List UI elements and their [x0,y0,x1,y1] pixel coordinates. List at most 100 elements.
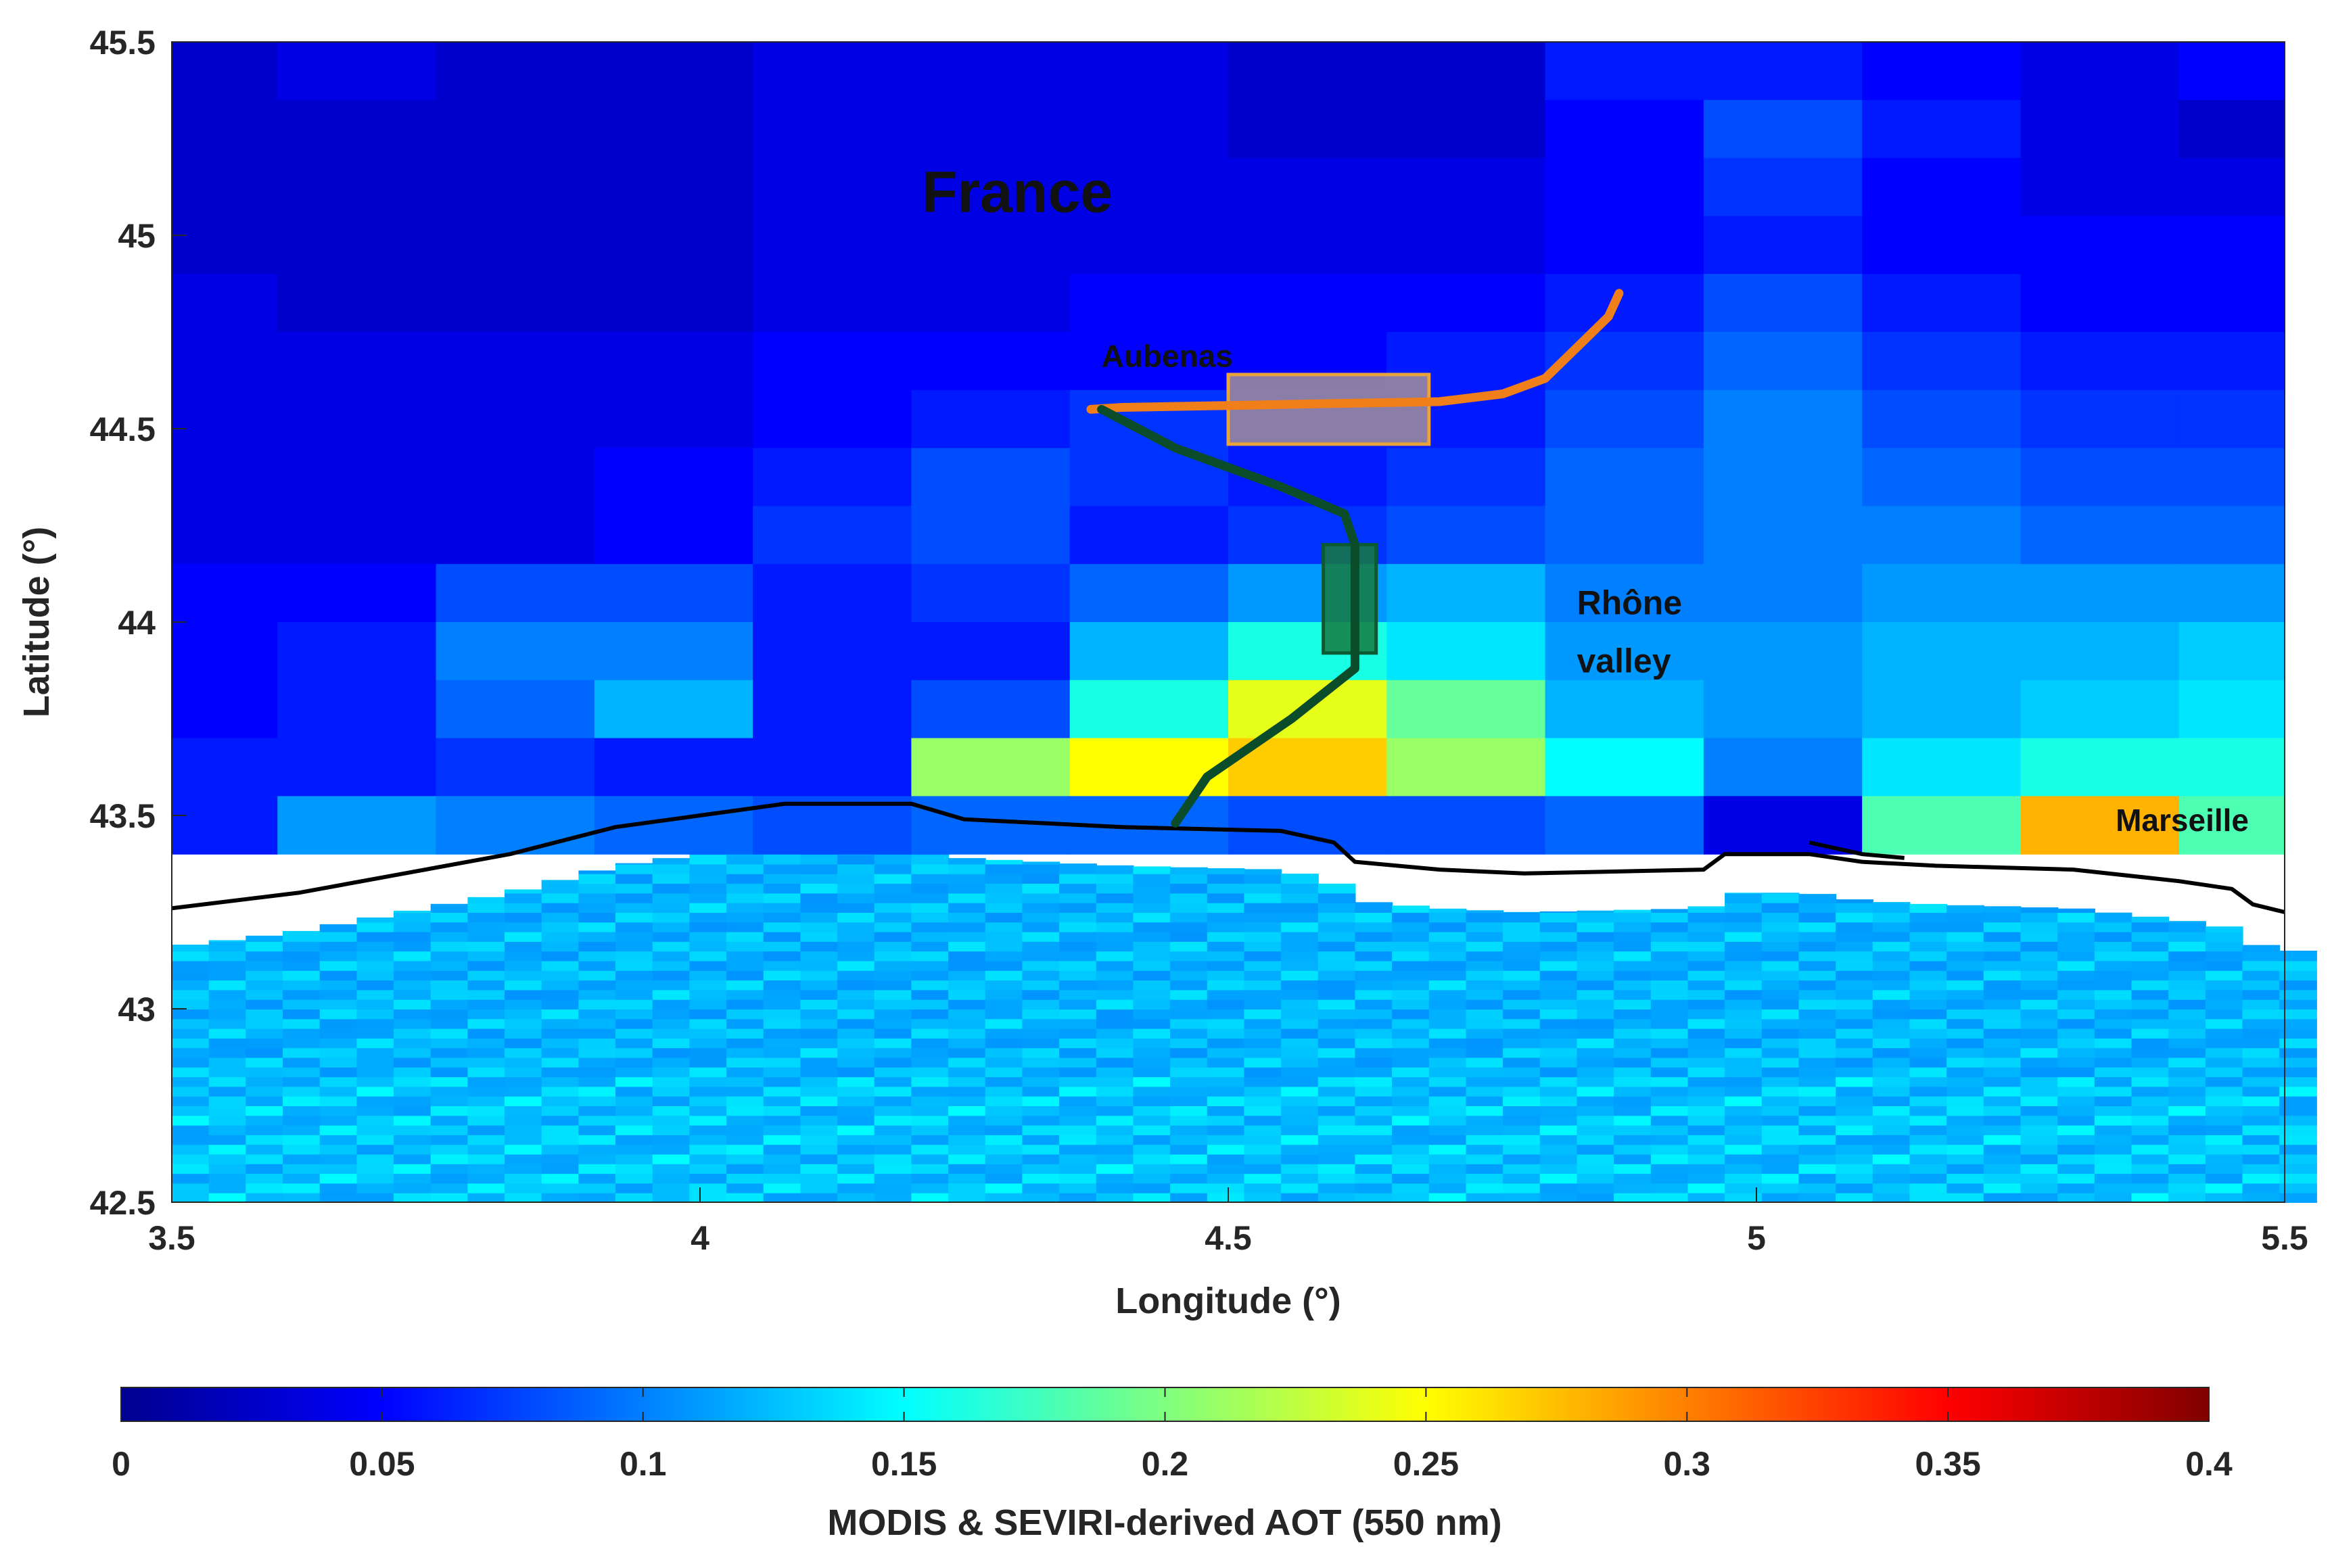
sea-aot-cell [172,1124,210,1135]
sea-aot-cell [837,1095,875,1106]
sea-aot-cell [2057,1028,2095,1039]
sea-aot-cell [1096,989,1134,1000]
sea-aot-cell [2242,1124,2281,1135]
sea-aot-cell [1096,902,1134,913]
sea-aot-cell [1761,1086,1800,1097]
land-aot-cell [1545,274,1704,333]
sea-aot-cell [2131,1086,2170,1097]
land-aot-cell [277,506,437,565]
sea-aot-cell [2168,1086,2206,1097]
sea-aot-cell [2205,1124,2243,1135]
sea-aot-cell [2020,1192,2059,1203]
sea-aot-cell [505,931,542,942]
sea-aot-cell [1170,1183,1208,1193]
sea-aot-cell [911,970,950,981]
sea-aot-cell [467,1018,506,1029]
sea-aot-cell [2057,989,2095,1000]
sea-aot-cell [1798,1115,1837,1126]
sea-aot-cell [1244,1018,1282,1029]
sea-aot-cell [541,1183,580,1193]
sea-aot-cell [2094,1124,2132,1135]
sea-aot-cell [1798,951,1837,961]
land-aot-cell [1386,42,1546,101]
sea-aot-cell [246,1095,283,1106]
sea-aot-cell [1392,1018,1430,1029]
sea-aot-cell [319,924,358,932]
sea-aot-cell [1983,960,2022,971]
sea-aot-cell [615,1066,653,1078]
sea-aot-cell [874,1144,912,1155]
sea-aot-cell [1244,1076,1282,1087]
sea-aot-cell [1614,1183,1652,1193]
land-aot-cell [1545,506,1704,565]
sea-aot-cell [1836,1095,1873,1106]
sea-aot-cell [1096,1144,1134,1155]
sea-aot-cell [1059,1076,1097,1087]
sea-aot-cell [948,1047,986,1058]
sea-aot-cell [1466,951,1504,961]
sea-aot-cell [2205,1144,2243,1155]
sea-aot-cell [1096,1192,1134,1203]
land-aot-cell [753,42,912,101]
sea-aot-cell [763,1095,801,1106]
sea-aot-cell [1466,1144,1504,1155]
sea-aot-cell [578,1095,617,1106]
sea-aot-cell [800,1144,839,1155]
sea-aot-cell [1909,922,1948,932]
sea-aot-cell [1539,1163,1578,1174]
sea-aot-cell [1317,1009,1356,1020]
sea-aot-cell [246,1106,283,1116]
sea-aot-cell [1096,1106,1134,1116]
sea-aot-cell [208,960,247,971]
sea-aot-cell [578,1018,617,1029]
sea-aot-cell [652,1106,691,1116]
sea-aot-cell [837,893,875,903]
sea-aot-cell [1059,1134,1097,1145]
sea-aot-cell [505,1183,542,1193]
land-aot-cell [172,99,278,159]
sea-aot-cell [1761,912,1800,923]
land-aot-cell [911,506,1071,565]
sea-aot-cell [1466,1018,1504,1029]
sea-aot-cell [541,922,580,932]
sea-aot-cell [1207,1154,1245,1164]
sea-aot-cell [800,1047,839,1058]
sea-aot-cell [1466,1037,1504,1049]
sea-aot-cell [1725,1163,1763,1174]
sea-aot-cell [615,883,653,894]
sea-aot-cell [394,1144,432,1155]
sea-aot-cell [283,1154,321,1164]
sea-aot-cell [689,1154,728,1164]
sea-aot-cell [1466,910,1504,913]
sea-aot-cell [394,1095,432,1106]
sea-aot-cell [911,854,950,865]
sea-aot-cell [1614,1018,1652,1029]
sea-aot-cell [2131,951,2170,961]
sea-aot-cell [689,873,728,884]
sea-aot-cell [1317,883,1356,894]
sea-aot-cell [726,1134,764,1145]
sea-aot-cell [208,980,247,991]
sea-aot-cell [1022,883,1060,894]
sea-aot-cell [1059,1095,1097,1106]
sea-aot-cell [1614,980,1652,991]
sea-aot-cell [578,941,617,952]
sea-aot-cell [1983,1192,2022,1203]
sea-aot-cell [1022,912,1060,923]
sea-aot-cell [505,980,542,991]
sea-aot-cell [874,1047,912,1058]
sea-aot-cell [1725,960,1763,971]
sea-aot-cell [2020,989,2059,1000]
sea-aot-cell [1577,1106,1615,1116]
sea-aot-cell [1207,922,1245,932]
sea-aot-cell [1392,999,1430,1009]
land-aot-cell [2178,738,2285,797]
sea-aot-cell [1909,999,1948,1009]
sea-aot-cell [2279,1144,2317,1155]
sea-aot-cell [319,931,358,942]
sea-aot-cell [1059,1057,1097,1068]
sea-aot-cell [985,1192,1023,1203]
sea-aot-cell [911,941,950,952]
sea-aot-cell [1946,905,1984,913]
sea-aot-cell [1022,1134,1060,1145]
